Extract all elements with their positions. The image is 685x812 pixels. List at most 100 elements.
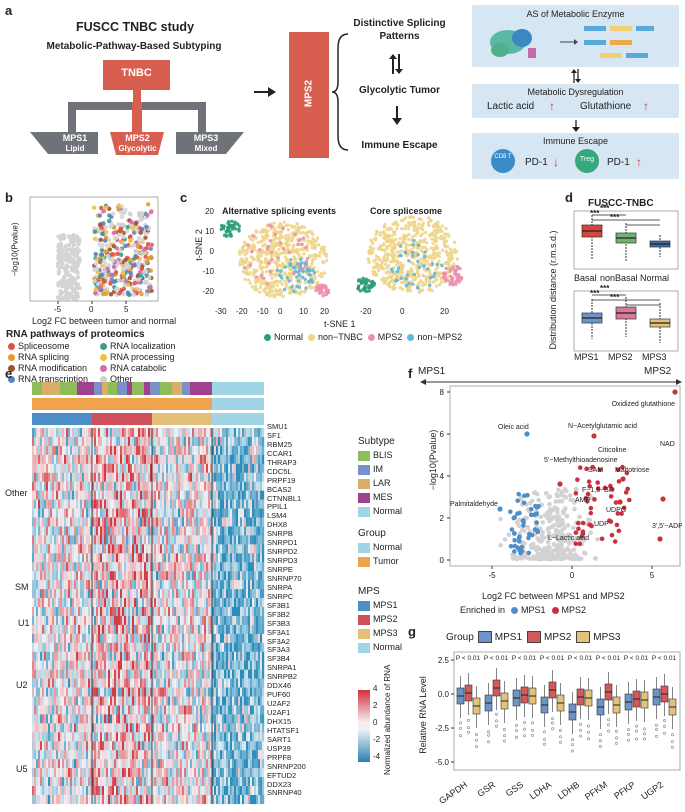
heatmap-cell: [148, 633, 151, 643]
heatmap-cell: [92, 445, 95, 456]
heatmap-cell: [88, 463, 91, 473]
heatmap-cell: [160, 615, 163, 626]
heatmap-cell: [144, 777, 147, 787]
heatmap-cell: [56, 463, 59, 473]
tsne-point: [251, 273, 256, 277]
heatmap-cell: [48, 463, 51, 473]
heatmap-cell: [36, 481, 39, 491]
heatmap-cell: [112, 794, 115, 805]
heatmap-cell: [48, 571, 51, 581]
tsne-point: [428, 271, 432, 275]
heatmap-cell: [50, 633, 53, 643]
heatmap-cell: [152, 786, 155, 796]
heatmap-cell: [164, 786, 167, 796]
heatmap-cell: [152, 472, 155, 482]
heatmap-cell: [72, 768, 75, 778]
heatmap-cell: [40, 490, 43, 500]
heatmap-cell: [42, 633, 45, 643]
tsne-point: [395, 269, 400, 274]
heatmap-cell: [138, 794, 141, 805]
tsne-point: [417, 246, 421, 250]
heatmap-cell: [120, 660, 123, 670]
heatmap-cell: [40, 651, 43, 661]
heatmap-cell: [104, 794, 107, 805]
heatmap-cell: [68, 517, 71, 527]
heatmap-cell: [158, 768, 161, 778]
heatmap-cell: [100, 786, 103, 796]
heatmap-cell: [144, 732, 147, 742]
heatmap-cell: [74, 732, 77, 742]
heatmap-cell: [88, 786, 91, 796]
heatmap-cell: [66, 454, 69, 464]
heatmap-cell: [74, 696, 77, 706]
heatmap-cell: [40, 454, 43, 464]
heatmap-cell: [42, 714, 45, 724]
heatmap-cell: [32, 607, 35, 617]
heatmap-cell: [80, 598, 83, 608]
heatmap-cell: [104, 607, 107, 617]
heatmap-cell: [40, 633, 43, 643]
heatmap-cell: [56, 669, 59, 679]
heatmap-cell: [100, 508, 103, 518]
heatmap-cell: [108, 526, 111, 536]
heatmap-cell: [150, 741, 153, 751]
heatmap-cell: [56, 544, 59, 554]
heatmap-cell: [52, 428, 55, 438]
heatmap-cell: [50, 517, 53, 527]
tsne-point: [297, 273, 302, 277]
heatmap-cell: [116, 589, 119, 599]
heatmap-cell: [92, 714, 95, 724]
heatmap-cell: [88, 499, 91, 509]
heatmap-cell: [86, 580, 89, 590]
heatmap-cell: [64, 794, 67, 805]
heatmap-cell: [128, 571, 131, 581]
heatmap-cell: [148, 526, 151, 536]
heatmap-cell: [148, 768, 151, 778]
tsne-point: [316, 280, 320, 285]
tsne-point: [420, 284, 425, 288]
heatmap-cell: [38, 714, 41, 724]
heatmap-cell: [110, 732, 113, 742]
heatmap-cell: [124, 607, 127, 617]
heatmap-cell: [98, 535, 101, 545]
heatmap-cell: [108, 544, 111, 554]
heatmap-cell: [40, 696, 43, 706]
heatmap-cell: [58, 759, 61, 769]
heatmap-cell: [46, 777, 49, 787]
tsne-point: [380, 247, 384, 252]
heatmap-cell: [34, 732, 37, 742]
heatmap-cell: [80, 777, 83, 787]
heatmap-cell: [124, 454, 127, 464]
heatmap-cell: [98, 615, 101, 626]
heatmap-cell: [160, 499, 163, 509]
heatmap-cell: [40, 481, 43, 491]
heatmap-cell: [112, 580, 115, 590]
heatmap-cell: [106, 794, 109, 805]
heatmap-cell: [90, 607, 93, 617]
heatmap-cell: [158, 741, 161, 751]
heatmap-cell: [154, 741, 157, 751]
heatmap-cell: [168, 669, 171, 679]
heatmap-cell: [90, 651, 93, 661]
heatmap-cell: [74, 490, 77, 500]
heatmap-cell: [76, 768, 79, 778]
heatmap-cell: [92, 660, 95, 670]
heatmap-cell: [158, 750, 161, 760]
heatmap-cell: [128, 463, 131, 473]
heatmap-cell: [160, 660, 163, 670]
heatmap-cell: [38, 750, 41, 760]
heatmap-cell: [102, 571, 105, 581]
tsne-point: [440, 248, 445, 252]
heatmap-cell: [158, 463, 161, 473]
heatmap-cell: [132, 526, 135, 536]
heatmap-cell: [96, 678, 99, 688]
heatmap-cell: [134, 445, 137, 456]
heatmap-cell: [124, 553, 127, 563]
heatmap-cell: [116, 535, 119, 545]
heatmap-cell: [32, 571, 35, 581]
volcano-point: [108, 224, 113, 229]
tsne-point: [251, 238, 255, 242]
heatmap-cell: [142, 553, 145, 563]
heatmap-cell: [52, 615, 55, 626]
heatmap-cell: [42, 705, 45, 715]
